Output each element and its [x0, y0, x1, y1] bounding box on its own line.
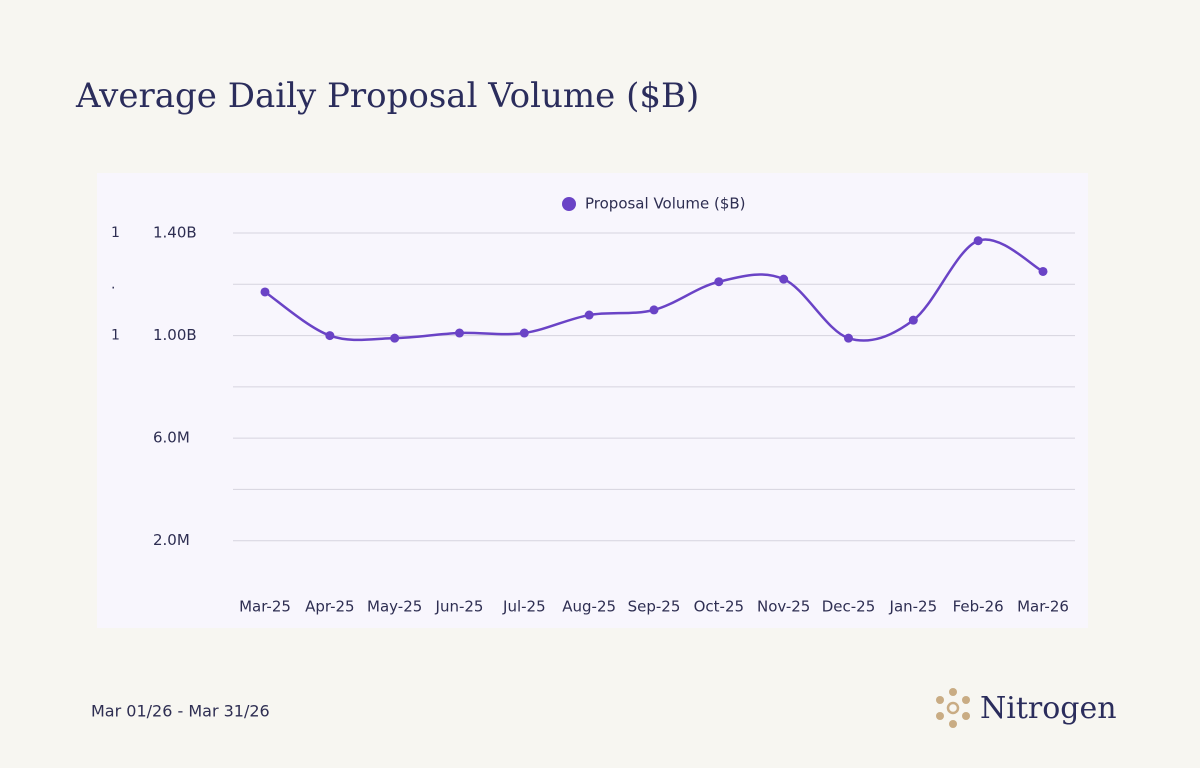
y-tick-label: 1.40B — [153, 224, 197, 242]
x-tick-label: Nov-25 — [757, 598, 810, 616]
legend-label: Proposal Volume ($B) — [585, 195, 746, 213]
logo-dot — [936, 712, 944, 720]
logo-dot — [962, 712, 970, 720]
logo-dot — [949, 688, 957, 696]
x-tick-label: Mar-26 — [1017, 598, 1069, 616]
brand-logo — [936, 688, 970, 728]
plot: 1.40B 1.00B 6.0M 2.0M 1. 1 Mar-25 Apr-25 May-25 J… — [111, 195, 1075, 616]
data-point — [390, 333, 400, 343]
data-point — [519, 328, 529, 338]
data-point — [455, 328, 464, 338]
data-point — [844, 333, 853, 343]
data-point — [325, 331, 335, 341]
brand-name: Nitrogen — [980, 691, 1117, 726]
data-point — [1038, 266, 1048, 276]
logo-ring — [946, 701, 960, 715]
x-tick-label: Sep-25 — [628, 598, 681, 616]
x-tick-label: Aug-25 — [562, 598, 616, 616]
page-title: Average Daily Proposal Volume ($B) — [75, 76, 699, 116]
data-point — [714, 277, 724, 287]
y-tick-label: 1.00B — [153, 326, 197, 344]
y-tick-label: 6.0M — [153, 429, 190, 447]
logo-dot — [962, 696, 970, 704]
x-tick-label: Feb-26 — [953, 598, 1004, 616]
x-tick-label: May-25 — [367, 598, 422, 616]
logo-dot — [936, 696, 944, 704]
legend-marker — [562, 197, 576, 211]
x-tick-label: Apr-25 — [305, 598, 355, 616]
data-point — [260, 287, 270, 297]
data-point — [908, 315, 918, 325]
data-point — [973, 236, 983, 246]
data-point — [779, 274, 789, 284]
y-tick-label-clipped: . — [111, 276, 115, 292]
x-tick-label: Oct-25 — [694, 598, 744, 616]
data-point — [649, 305, 659, 315]
x-tick-label: Mar-25 — [239, 598, 291, 616]
chart-card — [97, 173, 1088, 628]
y-tick-label: 2.0M — [153, 531, 190, 549]
x-tick-label: Jul-25 — [502, 598, 546, 616]
y-tick-label-clipped: 1 — [111, 225, 120, 241]
data-point — [584, 310, 594, 320]
logo-dot — [949, 720, 957, 728]
x-tick-label: Jun-25 — [435, 598, 484, 616]
date-range: Mar 01/26 - Mar 31/26 — [91, 702, 270, 721]
y-tick-label-clipped: 1 — [111, 328, 120, 344]
x-tick-label: Dec-25 — [822, 598, 876, 616]
x-tick-label: Jan-25 — [889, 598, 938, 616]
